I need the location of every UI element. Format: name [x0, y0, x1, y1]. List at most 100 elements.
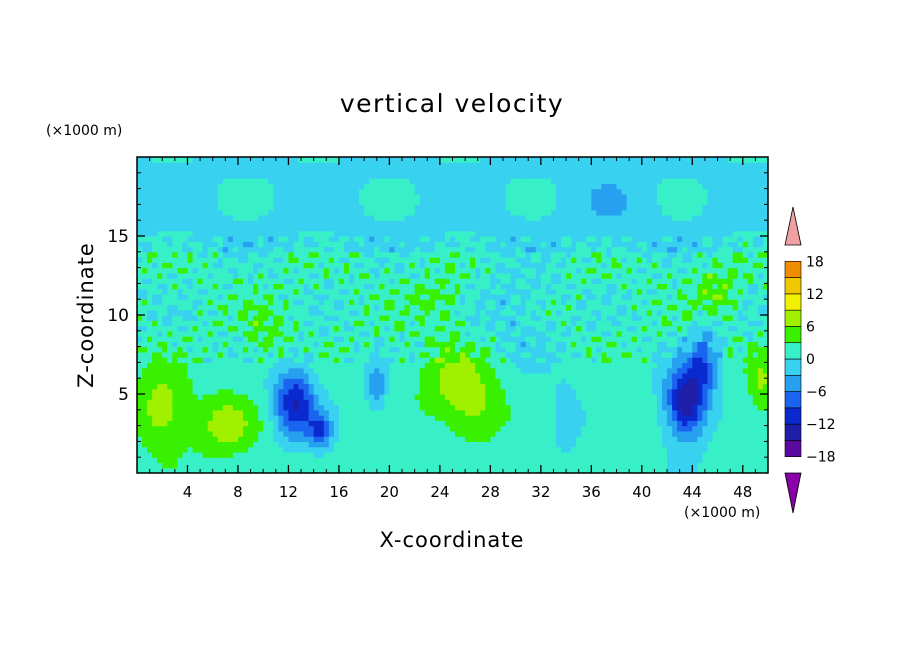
heatmap-cell [237, 320, 244, 327]
heatmap-cell [237, 425, 244, 432]
heatmap-cell [646, 351, 653, 358]
heatmap-cell [354, 383, 360, 390]
heatmap-cell [591, 383, 597, 390]
heatmap-cell [404, 362, 411, 369]
heatmap-cell [732, 309, 739, 316]
heatmap-cell [555, 451, 562, 458]
heatmap-cell [505, 267, 512, 274]
heatmap-cell [409, 278, 416, 284]
heatmap-cell [717, 330, 724, 337]
heatmap-cell [566, 394, 572, 400]
heatmap-cell [672, 362, 678, 369]
heatmap-cell [586, 404, 592, 411]
heatmap-cell [308, 394, 315, 400]
heatmap-cell [485, 415, 491, 421]
heatmap-cell [545, 367, 552, 374]
heatmap-cell [182, 304, 189, 311]
heatmap-cell [409, 441, 416, 448]
heatmap-cell [187, 441, 194, 448]
heatmap-cell [343, 293, 350, 300]
heatmap-cell [656, 467, 663, 473]
heatmap-cell [359, 399, 365, 406]
heatmap-cell [692, 394, 698, 400]
heatmap-cell [566, 367, 572, 374]
heatmap-cell [576, 430, 582, 437]
heatmap-cell [253, 309, 259, 316]
heatmap-cell [147, 394, 153, 400]
heatmap-cell [177, 309, 184, 316]
heatmap-cell [707, 272, 714, 279]
heatmap-cell [752, 462, 759, 469]
heatmap-cell [207, 367, 214, 374]
heatmap-cell [535, 293, 542, 300]
heatmap-cell [338, 330, 345, 337]
heatmap-cell [359, 304, 365, 311]
heatmap-cell [661, 430, 668, 437]
heatmap-cell [566, 378, 572, 385]
heatmap-cell [661, 457, 668, 464]
heatmap-cell [162, 383, 168, 390]
heatmap-cell [273, 267, 279, 274]
heatmap-cell [687, 278, 693, 284]
heatmap-cell [207, 372, 214, 379]
heatmap-cell [606, 462, 613, 469]
heatmap-cell [273, 372, 279, 379]
heatmap-cell [591, 293, 597, 300]
heatmap-cell [555, 309, 562, 316]
heatmap-cell [268, 262, 274, 269]
heatmap-cell [338, 283, 345, 290]
heatmap-cell [137, 367, 143, 374]
heatmap-cell [601, 341, 608, 348]
heatmap-cell [717, 425, 724, 432]
heatmap-cell [555, 330, 562, 337]
heatmap-cell [606, 430, 613, 437]
heatmap-cell [737, 441, 744, 448]
heatmap-cell [606, 372, 613, 379]
heatmap-cell [419, 446, 426, 453]
heatmap-cell [762, 315, 768, 321]
heatmap-cell [535, 430, 542, 437]
heatmap-cell [762, 372, 768, 379]
heatmap-cell [550, 446, 557, 453]
heatmap-cell [444, 436, 451, 442]
heatmap-cell [439, 293, 446, 300]
heatmap-cell [707, 299, 714, 306]
heatmap-cell [399, 309, 406, 316]
heatmap-cell [757, 304, 764, 311]
heatmap-cell [737, 336, 744, 342]
heatmap-cell [697, 467, 703, 473]
heatmap-cell [510, 309, 517, 316]
heatmap-cell [460, 467, 466, 473]
heatmap-cell [495, 372, 502, 379]
heatmap-cell [202, 462, 209, 469]
heatmap-cell [672, 441, 678, 448]
heatmap-cell [667, 309, 673, 316]
heatmap-cell [429, 436, 436, 442]
heatmap-cell [283, 399, 290, 406]
heatmap-cell [243, 441, 249, 448]
heatmap-cell [177, 372, 184, 379]
heatmap-cell [566, 336, 572, 342]
heatmap-cell [672, 399, 678, 406]
heatmap-cell [646, 404, 653, 411]
heatmap-cell [162, 357, 168, 363]
heatmap-cell [243, 336, 249, 342]
heatmap-cell [475, 272, 481, 279]
heatmap-cell [338, 293, 345, 300]
heatmap-cell [576, 293, 582, 300]
heatmap-cell [263, 288, 269, 295]
heatmap-cell [545, 404, 552, 411]
heatmap-cell [379, 441, 385, 448]
heatmap-cell [540, 272, 547, 279]
heatmap-cell [364, 341, 370, 348]
heatmap-cell [187, 409, 194, 416]
heatmap-cell [692, 467, 698, 473]
heatmap-cell [217, 415, 224, 421]
heatmap-cell [616, 404, 623, 411]
heatmap-cell [273, 394, 279, 400]
heatmap-cell [248, 304, 254, 311]
heatmap-cell [333, 288, 340, 295]
heatmap-cell [172, 367, 178, 374]
heatmap-cell [586, 367, 592, 374]
heatmap-cell [182, 346, 189, 353]
